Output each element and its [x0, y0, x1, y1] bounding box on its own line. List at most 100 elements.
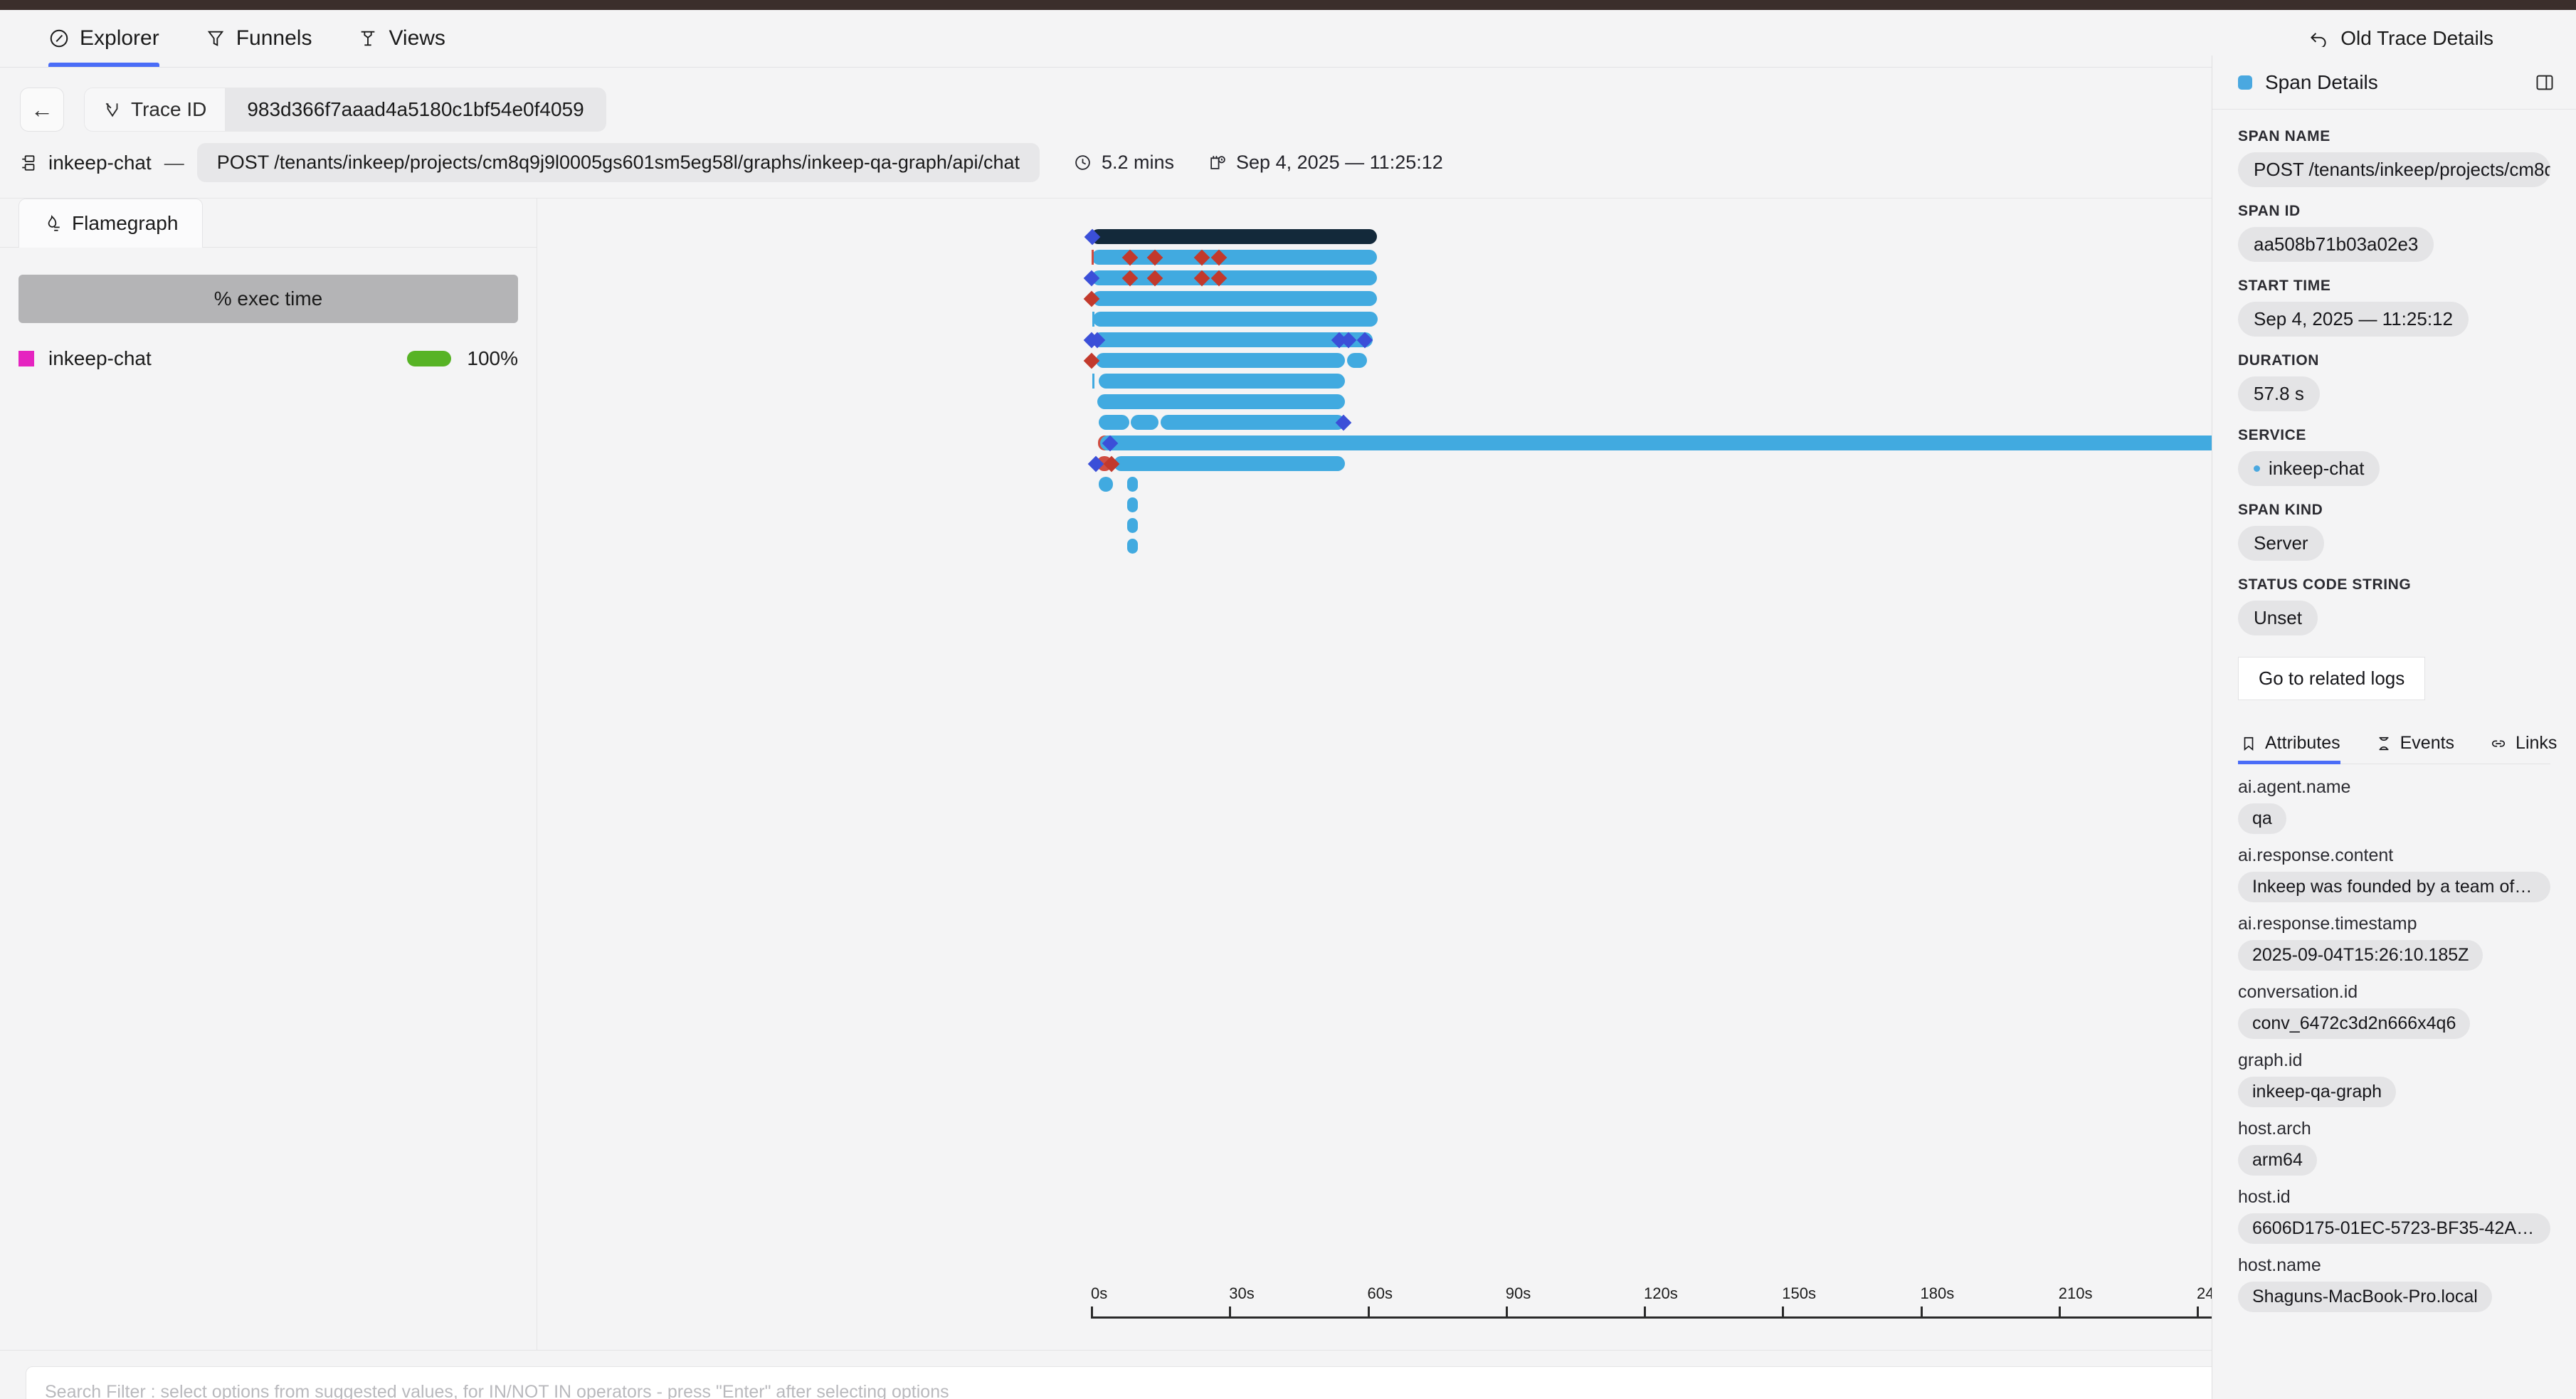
attributes-list: ai.agent.name qa ai.response.content Inkeep… — [2238, 764, 2550, 1312]
flamegraph-segment[interactable] — [1099, 477, 1113, 492]
attribute-value[interactable]: Inkeep was founded by a team of eigh... — [2238, 872, 2550, 902]
flamegraph-segment[interactable] — [1093, 312, 1378, 327]
service-dot-icon — [2254, 465, 2260, 472]
legend-progress-bar — [407, 351, 451, 366]
axis-tick — [2059, 1306, 2061, 1319]
flamegraph-tabbar: Flamegraph — [0, 199, 537, 248]
trace-id-row: ← Trace ID 983d366f7aaad4a5180c1bf54e0f4… — [0, 79, 2576, 140]
attribute-value[interactable]: Shaguns-MacBook-Pro.local — [2238, 1282, 2492, 1312]
panel-collapse-icon[interactable] — [2535, 73, 2555, 93]
tab-flamegraph[interactable]: Flamegraph — [19, 199, 203, 248]
span-detail-value[interactable]: Unset — [2238, 601, 2318, 635]
span-detail-key: SPAN ID — [2238, 203, 2550, 220]
span-detail-value[interactable]: POST /tenants/inkeep/projects/cm8q9j... — [2238, 152, 2550, 187]
arrow-left-icon: ← — [31, 97, 53, 123]
span-detail-value[interactable]: aa508b71b03a02e3 — [2238, 227, 2434, 262]
span-details-header: Span Details — [2212, 56, 2576, 110]
attribute-key: graph.id — [2238, 1050, 2550, 1071]
filter-bar: All Spans ⌄ — [0, 1350, 2576, 1399]
undo-arrow-icon — [2308, 30, 2329, 47]
trace-id-pill[interactable]: Trace ID 983d366f7aaad4a5180c1bf54e0f405… — [84, 88, 606, 132]
service-name-label: inkeep-chat — [48, 152, 152, 174]
attribute-value[interactable]: conv_6472c3d2n666x4q6 — [2238, 1008, 2470, 1039]
service-name-group: inkeep-chat — [20, 152, 152, 174]
flamegraph-segment[interactable] — [1097, 394, 1344, 409]
legend-item-inkeep-chat[interactable]: inkeep-chat 100% — [19, 347, 518, 370]
flamegraph-left-panel: Flamegraph % exec time inkeep-chat 100% — [0, 199, 537, 1350]
search-input[interactable] — [26, 1366, 2380, 1399]
flamegraph-segment[interactable] — [1131, 415, 1158, 430]
span-detail-value-wrap: Sep 4, 2025 — 11:25:12 — [2238, 295, 2550, 337]
tab-attributes[interactable]: Attributes — [2238, 726, 2356, 764]
flamegraph-segment[interactable] — [1347, 353, 1367, 368]
flamegraph-section: Flamegraph % exec time inkeep-chat 100% … — [0, 199, 2576, 1350]
nav-tab-funnels[interactable]: Funnels — [205, 10, 334, 67]
flamegraph-segment[interactable] — [1161, 415, 1345, 430]
span-detail-value[interactable]: Server — [2238, 526, 2324, 561]
axis-label: 60s — [1368, 1284, 1393, 1303]
span-detail-value-wrap: inkeep-chat — [2238, 444, 2550, 486]
nav-tab-explorer[interactable]: Explorer — [48, 10, 181, 67]
axis-label: 210s — [2059, 1284, 2093, 1303]
hourglass-icon — [2376, 736, 2392, 751]
funnel-icon — [205, 28, 226, 49]
trace-date: Sep 4, 2025 — 11:25:12 — [1208, 152, 1443, 174]
separator: — — [164, 152, 184, 174]
attribute-key: host.name — [2238, 1255, 2550, 1276]
axis-tick — [1091, 1306, 1093, 1319]
clock-icon — [1074, 154, 1092, 171]
exec-time-toggle[interactable]: % exec time — [19, 275, 518, 323]
span-detail-value[interactable]: Sep 4, 2025 — 11:25:12 — [2238, 302, 2469, 337]
span-details-title: Span Details — [2265, 71, 2535, 94]
attribute-key: host.id — [2238, 1187, 2550, 1208]
flamegraph-dot[interactable] — [1127, 497, 1138, 512]
span-detail-key: SPAN KIND — [2238, 502, 2550, 519]
axis-tick — [1782, 1306, 1784, 1319]
flamegraph-tick-marker[interactable] — [1092, 374, 1094, 389]
attribute-value-wrap: qa — [2238, 798, 2550, 834]
flamegraph-segment[interactable] — [1092, 291, 1377, 306]
flamegraph-dot[interactable] — [1127, 518, 1138, 533]
calendar-clock-icon — [1208, 154, 1226, 171]
flamegraph-segment[interactable] — [1091, 229, 1377, 244]
nav-tab-views[interactable]: Views — [357, 10, 466, 67]
nav-tab-label: Explorer — [80, 26, 159, 51]
span-detail-value[interactable]: inkeep-chat — [2238, 451, 2380, 486]
attribute-value[interactable]: inkeep-qa-graph — [2238, 1077, 2396, 1107]
go-to-related-logs-button[interactable]: Go to related logs — [2238, 657, 2425, 700]
operation-name: POST /tenants/inkeep/projects/cm8q9j9l00… — [197, 143, 1040, 182]
axis-label: 120s — [1644, 1284, 1678, 1303]
span-detail-key: SPAN NAME — [2238, 128, 2550, 145]
flamegraph-tick-marker[interactable] — [1092, 312, 1094, 327]
flamegraph-dot[interactable] — [1127, 477, 1138, 492]
flamegraph-segment[interactable] — [1099, 374, 1345, 389]
span-details-tabbar: Attributes Events Links — [2238, 726, 2550, 764]
attribute-value[interactable]: qa — [2238, 803, 2286, 834]
flamegraph-dot[interactable] — [1127, 539, 1138, 554]
trace-id-value[interactable]: 983d366f7aaad4a5180c1bf54e0f4059 — [225, 88, 606, 132]
flamegraph-segment[interactable] — [1096, 353, 1346, 368]
flamegraph-segment[interactable] — [1114, 456, 1345, 471]
span-detail-value[interactable]: 57.8 s — [2238, 376, 2320, 411]
attribute-key: ai.agent.name — [2238, 777, 2550, 798]
span-details-panel: Span Details SPAN NAME POST /tenants/inke… — [2212, 56, 2576, 1399]
attribute-value[interactable]: 2025-09-04T15:26:10.185Z — [2238, 940, 2483, 971]
attribute-value-wrap: Shaguns-MacBook-Pro.local — [2238, 1276, 2550, 1312]
flamegraph-tick-marker[interactable] — [1092, 250, 1094, 265]
attribute-key: ai.response.content — [2238, 845, 2550, 866]
tab-flamegraph-label: Flamegraph — [72, 212, 178, 235]
tab-events-label: Events — [2400, 733, 2454, 754]
tab-events[interactable]: Events — [2373, 726, 2470, 764]
axis-label: 0s — [1091, 1284, 1107, 1303]
flamegraph-segment[interactable] — [1099, 415, 1129, 430]
attribute-value[interactable]: arm64 — [2238, 1145, 2317, 1176]
window-title-strip — [0, 0, 2576, 10]
legend-percent: 100% — [467, 347, 518, 370]
nav-tab-label: Views — [389, 26, 445, 51]
tab-links[interactable]: Links — [2487, 726, 2572, 764]
back-button[interactable]: ← — [20, 88, 64, 132]
attribute-value[interactable]: 6606D175-01EC-5723-BF35-42A6486... — [2238, 1213, 2550, 1244]
old-trace-details-button[interactable]: Old Trace Details — [2308, 27, 2493, 50]
attribute-value-wrap: inkeep-qa-graph — [2238, 1071, 2550, 1107]
bookmark-icon — [2241, 736, 2256, 751]
